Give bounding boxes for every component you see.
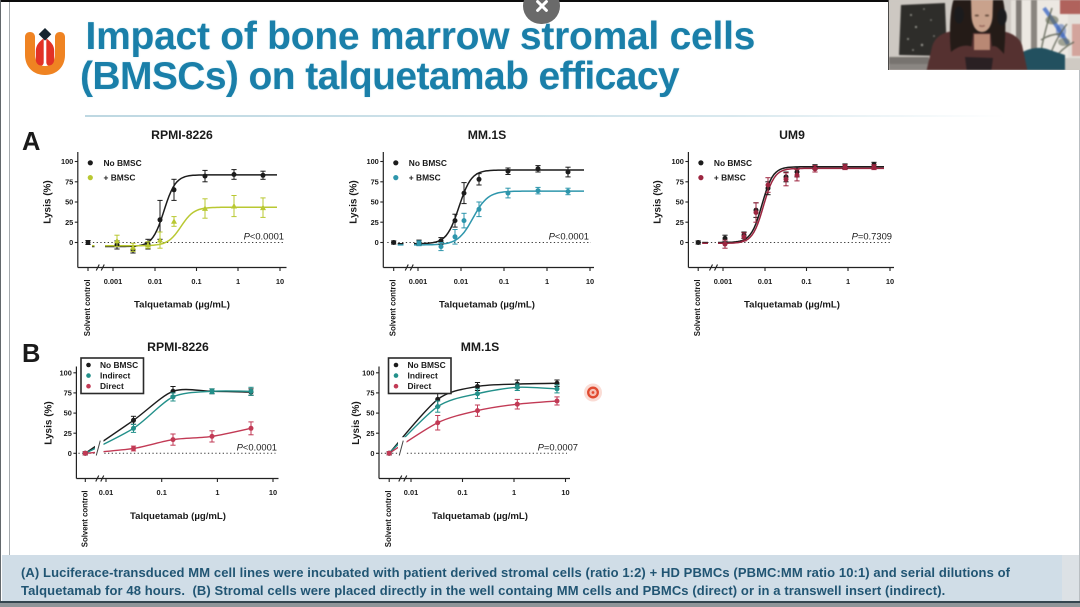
svg-text:No BMSC: No BMSC (409, 158, 447, 168)
svg-text:Lysis (%): Lysis (%) (349, 180, 360, 224)
svg-text:1: 1 (545, 277, 549, 286)
svg-text:MM.1S: MM.1S (461, 340, 500, 354)
svg-text:75: 75 (676, 177, 684, 186)
svg-text:Talquetamab (µg/mL): Talquetamab (µg/mL) (432, 511, 528, 522)
svg-text:No BMSC: No BMSC (100, 360, 138, 370)
svg-text:0: 0 (370, 449, 374, 458)
svg-text:50: 50 (64, 409, 72, 418)
svg-text:0.01: 0.01 (454, 277, 468, 286)
svg-text:0.1: 0.1 (457, 488, 467, 497)
svg-text:0.001: 0.001 (104, 277, 123, 286)
svg-text:100: 100 (61, 157, 73, 166)
svg-text:0: 0 (68, 449, 72, 458)
svg-text:0: 0 (69, 238, 73, 247)
svg-text:75: 75 (64, 389, 72, 398)
svg-text:0.01: 0.01 (758, 277, 772, 286)
svg-text:Indirect: Indirect (408, 371, 438, 381)
svg-text:P<0.0001: P<0.0001 (244, 231, 284, 242)
svg-text:No BMSC: No BMSC (408, 360, 446, 370)
svg-text:25: 25 (366, 429, 374, 438)
svg-text:1: 1 (846, 277, 850, 286)
svg-text:100: 100 (60, 368, 72, 377)
svg-text:10: 10 (269, 488, 277, 497)
svg-text:Talquetamab (µg/mL): Talquetamab (µg/mL) (744, 300, 840, 311)
svg-text:+ BMSC: + BMSC (714, 173, 746, 183)
svg-text:0: 0 (680, 238, 684, 247)
svg-text:MM.1S: MM.1S (468, 128, 507, 142)
svg-text:50: 50 (65, 198, 73, 207)
svg-text:Solvent control: Solvent control (80, 491, 89, 548)
svg-text:P<0.0001: P<0.0001 (549, 231, 589, 242)
svg-text:10: 10 (586, 277, 594, 286)
svg-text:0.001: 0.001 (714, 277, 733, 286)
svg-text:Talquetamab (µg/mL): Talquetamab (µg/mL) (134, 300, 230, 311)
svg-text:25: 25 (65, 218, 73, 227)
svg-text:A: A (22, 128, 40, 156)
svg-text:100: 100 (362, 368, 374, 377)
svg-text:10: 10 (276, 277, 284, 286)
svg-text:0.1: 0.1 (157, 488, 167, 497)
svg-text:0: 0 (375, 238, 379, 247)
svg-text:75: 75 (371, 177, 379, 186)
svg-text:Lysis (%): Lysis (%) (43, 180, 54, 224)
svg-text:0.01: 0.01 (404, 488, 418, 497)
svg-text:0.1: 0.1 (801, 277, 811, 286)
svg-text:Direct: Direct (408, 381, 432, 391)
svg-text:Lysis (%): Lysis (%) (351, 401, 362, 445)
svg-text:Solvent control: Solvent control (384, 491, 393, 548)
svg-text:Lysis (%): Lysis (%) (44, 401, 55, 445)
svg-text:RPMI-8226: RPMI-8226 (151, 128, 213, 142)
svg-text:10: 10 (561, 488, 569, 497)
svg-text:Direct: Direct (100, 381, 124, 391)
svg-text:Talquetamab (µg/mL): Talquetamab (µg/mL) (439, 300, 535, 311)
svg-text:0.01: 0.01 (148, 277, 162, 286)
svg-text:0.1: 0.1 (191, 277, 201, 286)
svg-text:Solvent control: Solvent control (693, 280, 702, 337)
svg-text:75: 75 (366, 389, 374, 398)
svg-text:25: 25 (64, 429, 72, 438)
svg-text:No BMSC: No BMSC (104, 158, 142, 168)
svg-text:P=0.7309: P=0.7309 (852, 231, 892, 242)
svg-text:UM9: UM9 (779, 128, 805, 142)
svg-text:50: 50 (676, 198, 684, 207)
svg-text:P=0.0007: P=0.0007 (538, 442, 578, 453)
svg-text:50: 50 (371, 198, 379, 207)
svg-text:1: 1 (236, 277, 240, 286)
svg-text:Indirect: Indirect (100, 371, 130, 381)
svg-text:75: 75 (65, 177, 73, 186)
svg-text:0.01: 0.01 (99, 488, 113, 497)
svg-text:Solvent control: Solvent control (83, 280, 92, 337)
svg-text:Talquetamab (µg/mL): Talquetamab (µg/mL) (130, 511, 226, 522)
svg-text:0.001: 0.001 (409, 277, 428, 286)
svg-text:100: 100 (366, 157, 378, 166)
svg-text:+ BMSC: + BMSC (104, 173, 136, 183)
svg-text:10: 10 (886, 277, 894, 286)
svg-text:50: 50 (366, 409, 374, 418)
svg-text:1: 1 (512, 488, 516, 497)
svg-text:B: B (22, 340, 40, 368)
svg-text:P<0.0001: P<0.0001 (237, 442, 277, 453)
svg-text:0.1: 0.1 (499, 277, 509, 286)
svg-text:Lysis (%): Lysis (%) (653, 180, 664, 224)
svg-text:RPMI-8226: RPMI-8226 (147, 340, 209, 354)
svg-text:100: 100 (672, 157, 684, 166)
svg-text:+ BMSC: + BMSC (409, 173, 441, 183)
svg-text:25: 25 (676, 218, 684, 227)
svg-text:25: 25 (371, 218, 379, 227)
svg-text:No BMSC: No BMSC (714, 158, 752, 168)
svg-text:1: 1 (215, 488, 219, 497)
svg-text:Solvent control: Solvent control (389, 280, 398, 337)
